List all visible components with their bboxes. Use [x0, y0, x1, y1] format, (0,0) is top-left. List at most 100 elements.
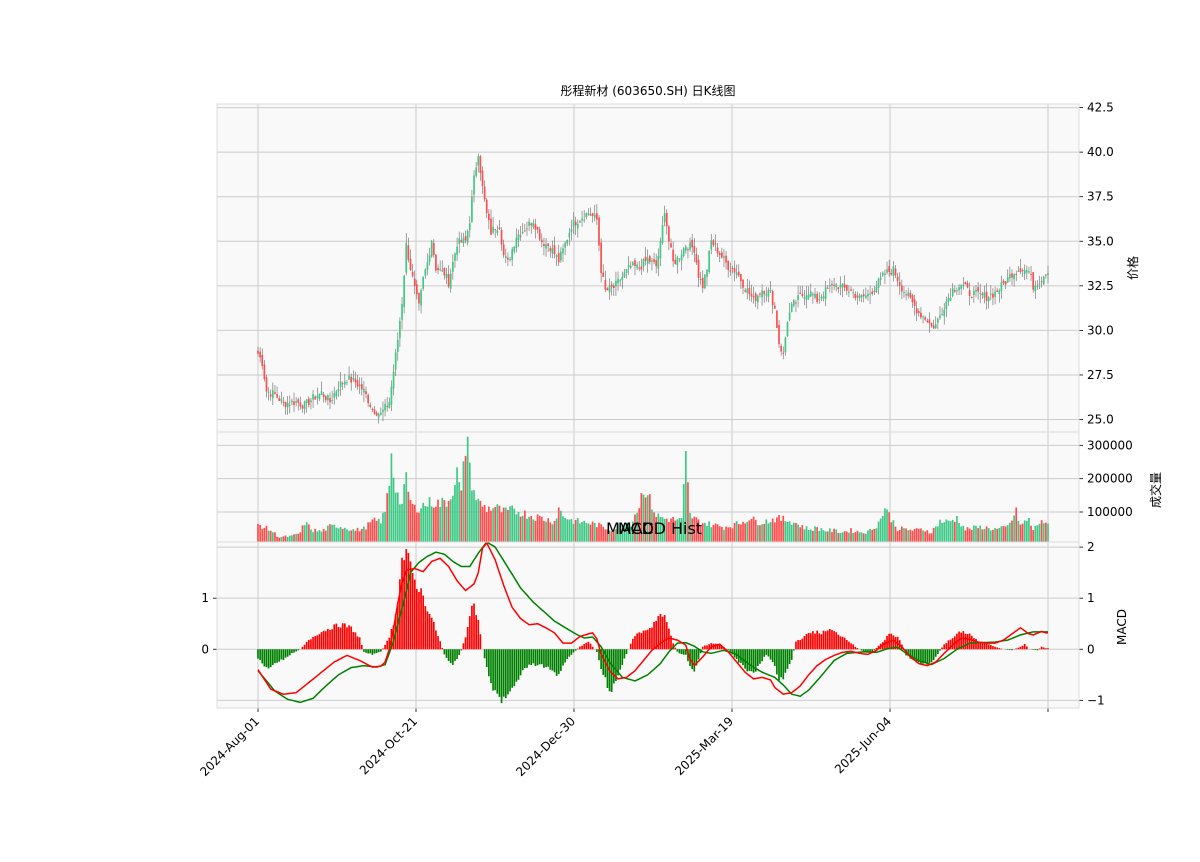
macd-hist-bar [771, 649, 774, 663]
candle-body [356, 380, 359, 387]
macd-hist-bar [769, 649, 772, 660]
volume-bar [509, 506, 511, 542]
volume-bar [458, 482, 461, 542]
macd-hist-bar [786, 649, 789, 669]
volume-bar [841, 532, 844, 542]
volume-bar [1002, 526, 1005, 542]
volume-bar [422, 502, 425, 542]
volume-bar [1011, 520, 1013, 542]
candle-body [886, 269, 888, 273]
volume-bar [710, 527, 713, 542]
volume-bar [759, 525, 761, 542]
volume-bar [818, 530, 821, 542]
macd-left-tick-label: 0 [201, 642, 209, 656]
macd-hist-bar [452, 649, 454, 665]
candle-body [405, 242, 408, 273]
volume-bar [962, 525, 965, 542]
volume-bar [331, 524, 333, 542]
macd-hist-bar [788, 649, 791, 665]
candle-body [373, 409, 376, 414]
macd-hist-bar [994, 646, 996, 650]
volume-bar [682, 484, 685, 542]
volume-bar [583, 520, 586, 542]
volume-bar [610, 531, 613, 542]
volume-bar [1028, 517, 1030, 542]
volume-bar [644, 497, 647, 542]
volume-bar [418, 512, 420, 542]
volume-bar [966, 527, 969, 542]
macd-hist-bar [318, 634, 321, 650]
macd-hist-bar [447, 649, 450, 662]
candle-body [447, 274, 450, 287]
macd-hist-bar [488, 649, 490, 677]
volume-bar [606, 529, 609, 542]
volume-bar [568, 519, 571, 542]
candle-body [369, 404, 372, 407]
candle-body [814, 293, 816, 298]
macd-hist-bar [646, 629, 649, 650]
macd-hist-bar [693, 649, 696, 672]
volume-bar [987, 528, 990, 542]
candle-body [515, 237, 518, 249]
volume-bar [562, 516, 564, 542]
candle-body [422, 276, 425, 289]
macd-hist-bar [352, 632, 355, 650]
volume-bar [259, 524, 261, 542]
candle-body [873, 290, 876, 292]
macd-hist-bar [1019, 646, 1022, 650]
macd-hist-bar [350, 626, 353, 650]
candle-body [519, 235, 522, 237]
candle-body [579, 220, 581, 223]
volume-bar [778, 515, 780, 542]
macd-hist-bar [320, 632, 323, 650]
candle-body [903, 292, 905, 294]
candle-body [602, 272, 605, 277]
candle-body [750, 293, 753, 297]
volume-bar [479, 500, 482, 542]
candle-body [665, 212, 668, 227]
volume-bar [494, 506, 497, 542]
volume-bar [460, 490, 463, 542]
volume-bar [432, 507, 435, 542]
macd-hist-bar [951, 638, 954, 650]
candle-body [824, 287, 827, 300]
macd-hist-bar [553, 649, 556, 673]
volume-bar [284, 535, 287, 542]
volume-bar [346, 529, 348, 542]
candle-body [1042, 276, 1045, 285]
volume-bar [765, 519, 768, 542]
candle-body [668, 226, 670, 242]
macd-hist-bar [551, 649, 554, 671]
volume-bar [648, 494, 651, 542]
volume-bar [812, 530, 814, 542]
candle-body [818, 299, 821, 301]
volume-bar [439, 507, 441, 542]
volume-bar [642, 494, 645, 542]
volume-bar [318, 530, 321, 542]
volume-bar [884, 508, 886, 542]
volume-bar [737, 524, 740, 542]
volume-bar [691, 518, 694, 542]
candle-body [928, 319, 931, 324]
macd-hist-bar [405, 549, 408, 650]
macd-tick-label: 2 [1087, 540, 1095, 554]
volume-bar [341, 528, 344, 542]
volume-bar [756, 525, 759, 542]
volume-bar [958, 523, 960, 542]
candle-body [475, 167, 477, 176]
volume-bar [274, 532, 276, 542]
volume-bar [989, 530, 992, 542]
candle-body [403, 275, 405, 308]
macd-hist-bar [566, 649, 569, 660]
candle-body [574, 221, 577, 226]
candle-body [305, 399, 308, 403]
volume-bar [720, 526, 723, 542]
candle-body [1021, 270, 1024, 272]
candle-body [653, 259, 655, 262]
candle-body [937, 318, 939, 323]
candle-body [983, 292, 986, 298]
volume-bar [674, 520, 677, 542]
candle-body [557, 252, 560, 263]
candle-body [725, 255, 727, 263]
candle-body [282, 401, 285, 403]
